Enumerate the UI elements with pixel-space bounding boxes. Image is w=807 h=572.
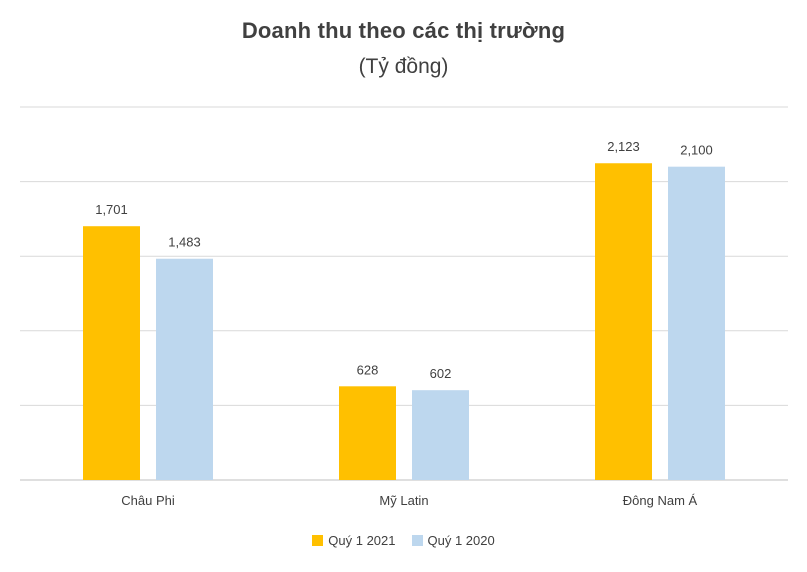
data-label: 2,123 (607, 139, 640, 154)
data-label: 602 (430, 366, 452, 381)
bar-2-2 (412, 390, 469, 480)
x-tick-label: Mỹ Latin (379, 493, 428, 508)
data-label: 628 (357, 362, 379, 377)
bar-1-2 (339, 386, 396, 480)
legend-item-series-1: Quý 1 2021 (312, 533, 396, 548)
bar-2-3 (668, 166, 725, 480)
legend-swatch-series-1 (312, 535, 324, 546)
legend-swatch-series-2 (411, 535, 423, 546)
chart-legend: Quý 1 2021 Quý 1 2020 (0, 533, 807, 548)
chart-subtitle: (Tỷ đồng) (358, 55, 449, 78)
x-tick-label: Châu Phi (121, 493, 175, 508)
bar-2-1 (156, 258, 213, 480)
bar-1-1 (83, 226, 140, 480)
x-tick-label: Đông Nam Á (623, 493, 698, 508)
bar-1-3 (595, 163, 652, 480)
legend-label-series-2: Quý 1 2020 (427, 533, 495, 548)
data-label: 1,701 (95, 202, 128, 217)
legend-label-series-1: Quý 1 2021 (328, 533, 396, 548)
data-label: 1,483 (168, 235, 201, 250)
data-label: 2,100 (680, 143, 713, 158)
chart-title: Doanh thu theo các thị trường (241, 18, 566, 43)
legend-item-series-2: Quý 1 2020 (411, 533, 495, 548)
